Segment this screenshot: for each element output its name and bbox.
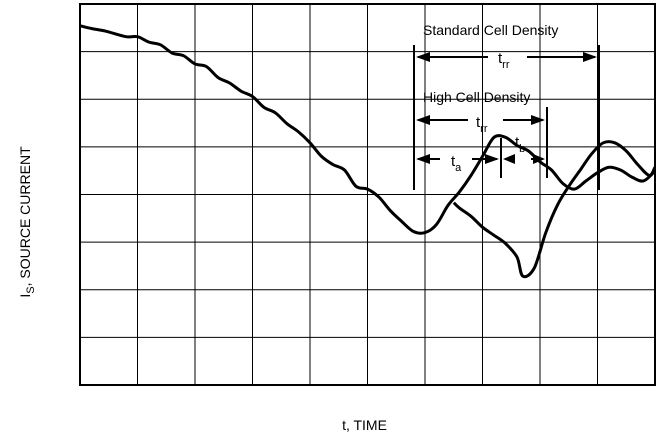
ta-label: ta xyxy=(451,153,462,174)
annotation-high-cell-density: High Cell Density xyxy=(423,89,530,105)
high-trr-arrowhead-left xyxy=(416,115,430,125)
standard-trr-arrowhead-right xyxy=(583,52,597,62)
plot-frame xyxy=(79,3,656,386)
standard-trr-label: trr xyxy=(498,50,510,71)
x-axis-label: t, TIME xyxy=(342,417,387,433)
series-group xyxy=(79,24,657,279)
standard-trr-arrowhead-left xyxy=(416,52,430,62)
series-line-1 xyxy=(79,24,657,235)
tb-arrowhead-left xyxy=(503,154,515,164)
grid xyxy=(80,4,655,385)
high-trr-label: trr xyxy=(476,114,488,135)
annotation-standard-cell-density: Standard Cell Density xyxy=(423,22,558,38)
ta-arrowhead-right xyxy=(485,154,499,164)
tb-label: tb xyxy=(515,134,525,155)
tb-arrowhead-right xyxy=(533,154,545,164)
ta-arrowhead-left xyxy=(416,154,430,164)
series-line-2 xyxy=(452,140,657,279)
high-trr-arrowhead-right xyxy=(531,115,545,125)
